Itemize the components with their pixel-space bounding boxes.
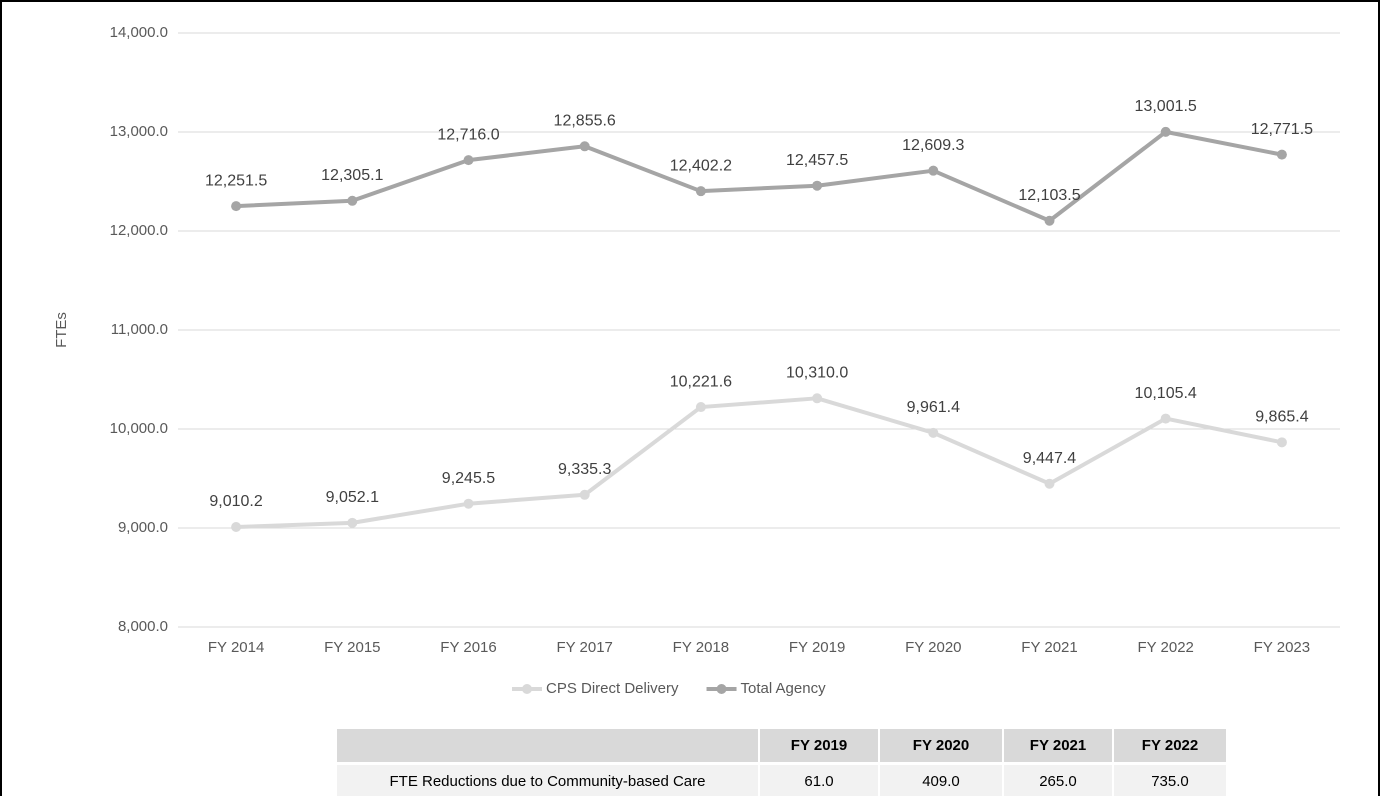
y-tick-label: 10,000.0 <box>110 420 168 437</box>
data-label: 12,251.5 <box>205 172 267 189</box>
data-label: 13,001.5 <box>1135 98 1197 115</box>
legend-marker <box>716 684 727 694</box>
data-point <box>1160 126 1171 137</box>
x-tick-label: FY 2020 <box>905 639 961 656</box>
data-label: 12,103.5 <box>1018 187 1080 204</box>
data-point <box>579 141 590 152</box>
data-point <box>463 498 474 509</box>
x-tick-label: FY 2019 <box>789 639 845 656</box>
data-label: 12,771.5 <box>1251 121 1313 138</box>
data-label: 9,335.3 <box>558 461 611 478</box>
x-tick-label: FY 2014 <box>208 639 264 656</box>
x-tick-label: FY 2017 <box>556 639 612 656</box>
data-label: 10,310.0 <box>786 365 848 382</box>
data-label: 9,052.1 <box>326 489 379 506</box>
table-header: FY 2020 <box>913 737 969 754</box>
data-point <box>812 180 823 191</box>
data-label: 9,010.2 <box>209 493 262 510</box>
data-label: 12,716.0 <box>437 126 499 143</box>
data-point <box>928 427 939 438</box>
data-point <box>463 155 474 166</box>
data-label: 12,855.6 <box>554 113 616 130</box>
table-header: FY 2019 <box>791 737 847 754</box>
data-point <box>231 201 242 212</box>
data-point <box>695 186 706 197</box>
y-axis-label: FTEs <box>53 312 70 348</box>
table-cell <box>1114 765 1226 796</box>
table-cell <box>1004 765 1112 796</box>
y-tick-label: 13,000.0 <box>110 123 168 140</box>
y-tick-label: 8,000.0 <box>118 618 168 635</box>
data-point <box>347 517 358 528</box>
data-point <box>1276 437 1287 448</box>
x-tick-label: FY 2023 <box>1254 639 1310 656</box>
table-cell <box>337 765 758 796</box>
data-label: 9,865.4 <box>1255 409 1308 426</box>
table-header-cell <box>337 729 758 762</box>
legend-label: Total Agency <box>741 680 827 697</box>
data-point <box>1160 413 1171 424</box>
data-label: 10,105.4 <box>1135 385 1197 402</box>
data-point <box>812 393 823 404</box>
data-label: 10,221.6 <box>670 373 732 390</box>
table-cell-text: 61.0 <box>804 773 833 790</box>
data-label: 12,457.5 <box>786 152 848 169</box>
table-header: FY 2021 <box>1030 737 1086 754</box>
table-header-cell <box>1004 729 1112 762</box>
data-point <box>1276 149 1287 160</box>
table-cell <box>760 765 878 796</box>
data-label: 12,402.2 <box>670 157 732 174</box>
series-line <box>236 129 1283 223</box>
series-line <box>236 396 1283 529</box>
data-label: 9,961.4 <box>907 399 960 416</box>
table-cell-text: 265.0 <box>1039 773 1077 790</box>
table-cell <box>880 765 1002 796</box>
table-row-label: FTE Reductions due to Community-based Ca… <box>390 773 706 790</box>
legend-label: CPS Direct Delivery <box>546 680 679 697</box>
y-tick-label: 12,000.0 <box>110 222 168 239</box>
x-tick-label: FY 2022 <box>1137 639 1193 656</box>
table-header-cell <box>880 729 1002 762</box>
data-label: 12,609.3 <box>902 137 964 154</box>
x-tick-label: FY 2021 <box>1021 639 1077 656</box>
legend-marker <box>522 684 532 694</box>
data-point <box>1044 478 1055 489</box>
data-point <box>928 165 939 176</box>
table-header-cell <box>760 729 878 762</box>
table-header-cell <box>1114 729 1226 762</box>
data-label: 12,305.1 <box>321 167 383 184</box>
data-point <box>579 489 590 500</box>
data-point <box>695 402 706 413</box>
data-label: 9,245.5 <box>442 470 495 487</box>
table-cell-text: 409.0 <box>922 773 960 790</box>
y-tick-label: 11,000.0 <box>111 321 168 338</box>
table-cell-text: 735.0 <box>1151 773 1189 790</box>
x-tick-label: FY 2016 <box>440 639 496 656</box>
y-tick-label: 14,000.0 <box>110 24 168 41</box>
x-tick-label: FY 2018 <box>673 639 729 656</box>
data-label: 9,447.4 <box>1023 450 1076 467</box>
data-point <box>231 521 242 532</box>
x-tick-label: FY 2015 <box>324 639 380 656</box>
data-point <box>1044 215 1055 226</box>
data-point <box>347 195 358 206</box>
table-header: FY 2022 <box>1142 737 1198 754</box>
y-tick-label: 9,000.0 <box>118 519 168 536</box>
